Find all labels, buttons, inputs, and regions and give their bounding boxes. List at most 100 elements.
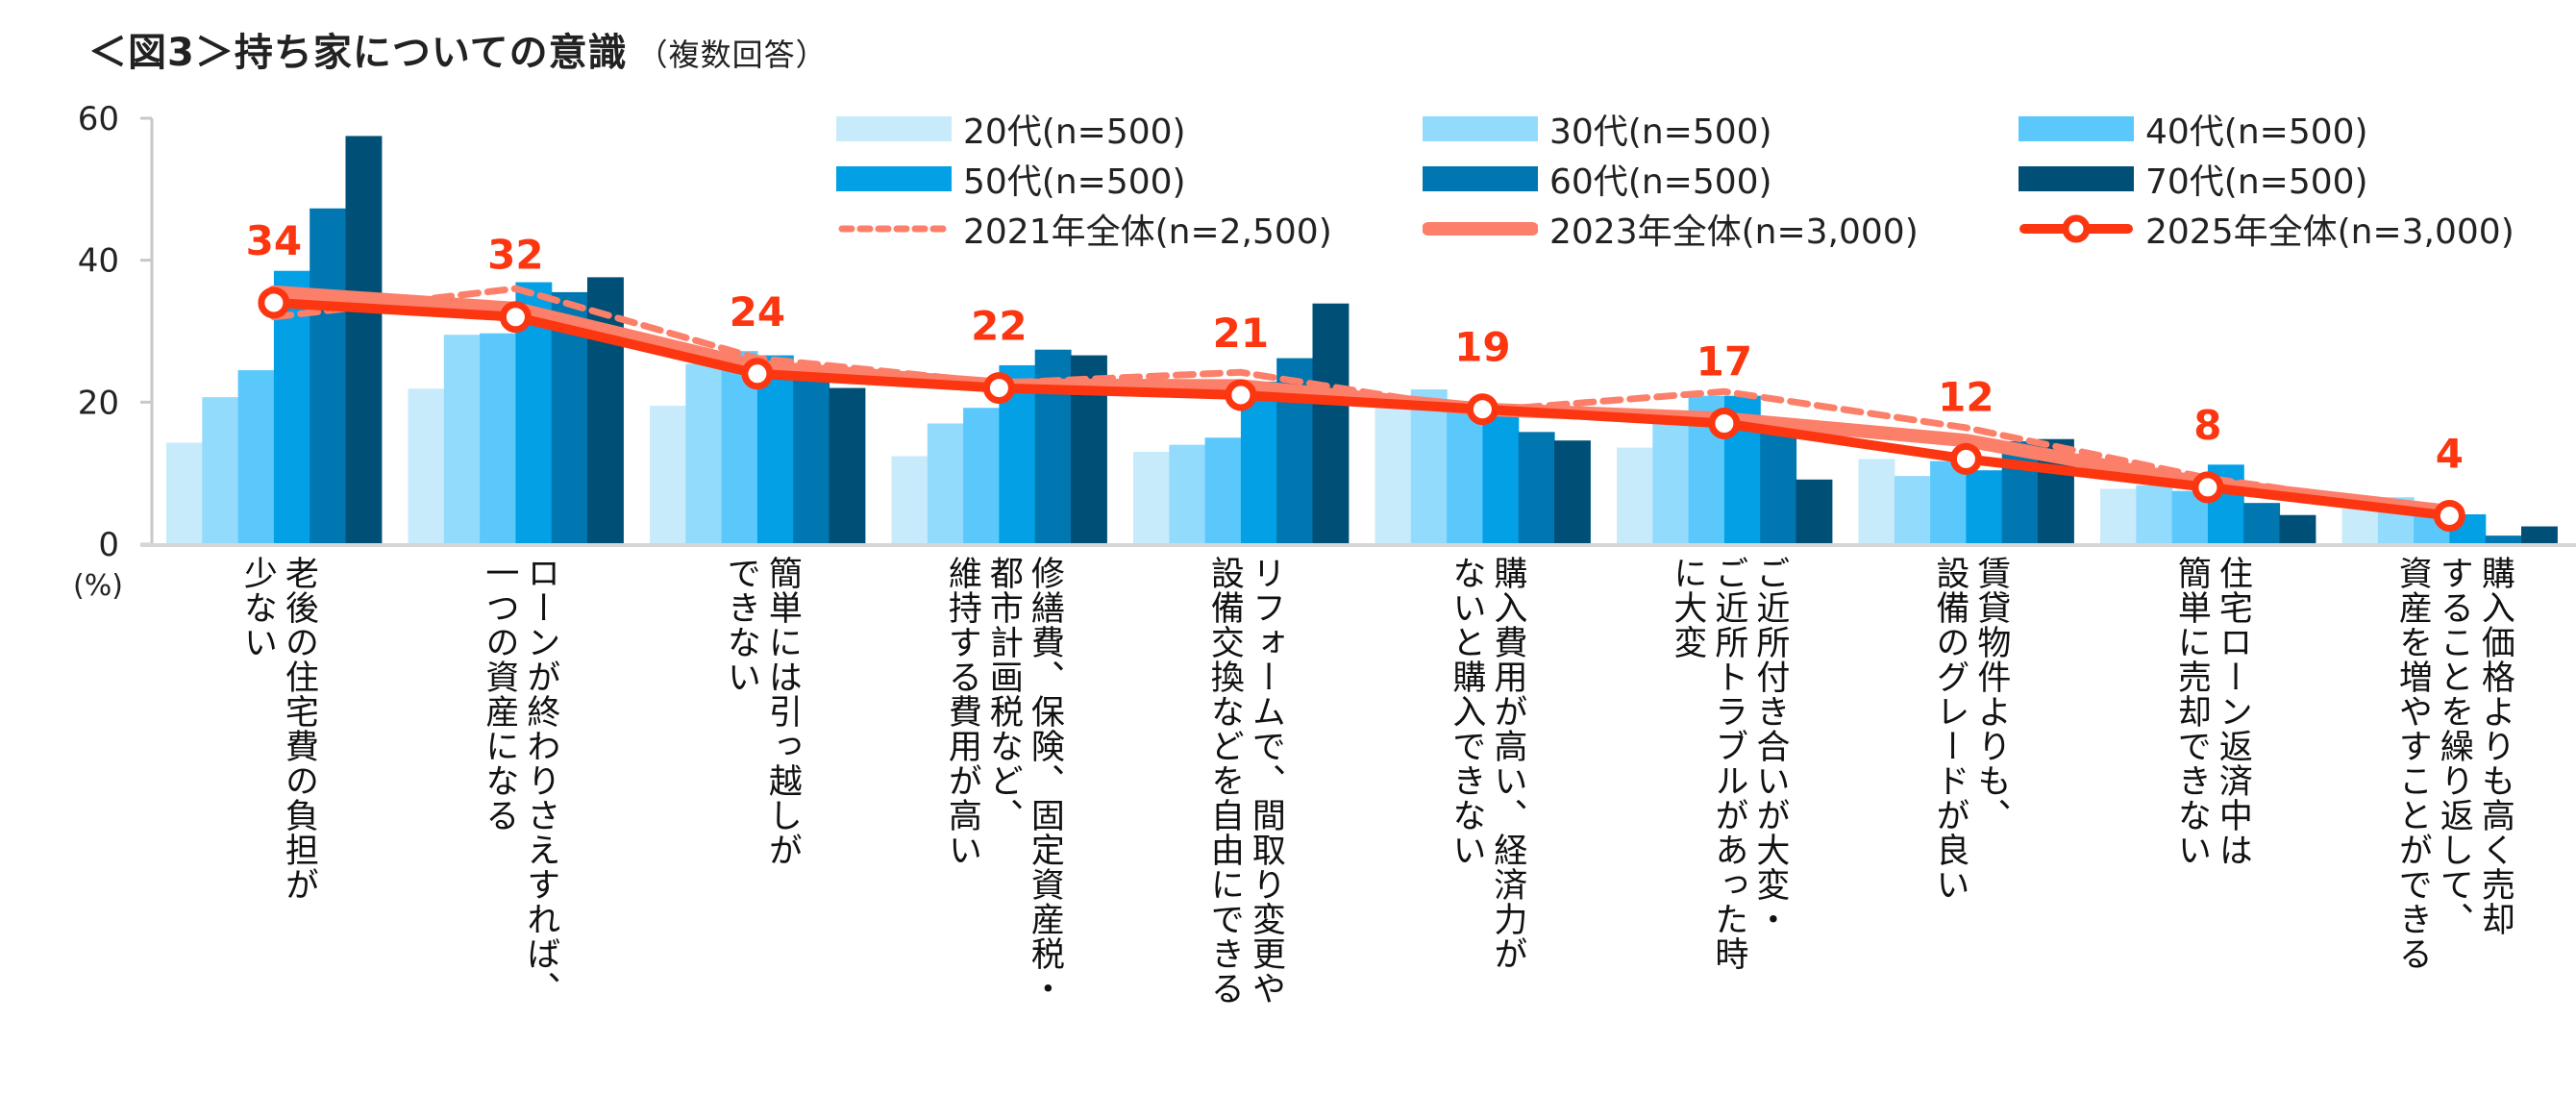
legend-label: 40代(n=500): [2145, 112, 2368, 152]
legend-item: 2025年全体(n=3,000): [2019, 204, 2514, 254]
bar-30s-cat5: [1169, 444, 1206, 544]
chart-title-main: ＜図3＞持ち家についての意識: [88, 31, 628, 75]
bar-30s-cat8: [1894, 476, 1931, 544]
legend-item: 2023年全体(n=3,000): [1423, 204, 1919, 254]
y-tick-label: 0: [98, 526, 119, 564]
data-label-2025: 24: [730, 288, 785, 336]
x-tick-label: 賃貸物件よりも、 設備のグレードが良い: [1930, 556, 2011, 902]
x-tick-label: ご近所付き合いが大変・ ご近所トラブルがあった時 に大変: [1668, 556, 1790, 971]
legend-label: 60代(n=500): [1549, 162, 1772, 202]
bar-70s-cat6: [1554, 440, 1591, 544]
bar-20s-cat8: [1858, 459, 1895, 544]
legend-line-symbol: [2019, 214, 2133, 243]
legend-label: 2025年全体(n=3,000): [2145, 212, 2514, 252]
data-label-2025: 34: [246, 217, 302, 264]
legend-item: 40代(n=500): [2019, 104, 2368, 154]
bar-60s-cat1: [310, 208, 347, 545]
data-label-2025: 21: [1213, 310, 1269, 357]
marker-2025-cat5: [1225, 379, 1257, 411]
bar-60s-cat10: [2485, 535, 2522, 544]
bar-60s-cat6: [1518, 432, 1555, 544]
line-2025: [273, 298, 2450, 521]
bar-30s-cat4: [927, 423, 964, 544]
line-2021: [270, 285, 2453, 516]
data-label-2025: 17: [1697, 337, 1752, 385]
marker-2025-cat8: [1949, 442, 1982, 475]
bar-30s-cat1: [202, 397, 239, 544]
legend-swatch: [1423, 116, 1538, 141]
bar-70s-cat3: [829, 387, 866, 544]
bar-40s-cat8: [1930, 460, 1967, 544]
bar-70s-cat1: [345, 136, 383, 545]
legend-label: 30代(n=500): [1549, 112, 1772, 152]
data-label-2025: 8: [2193, 402, 2221, 449]
marker-2025-cat3: [741, 358, 774, 390]
chart-title-sub: （複数回答）: [636, 37, 828, 73]
bar-20s-cat10: [2341, 509, 2379, 544]
bar-20s-cat9: [2100, 488, 2137, 544]
legend-label: 2021年全体(n=2,500): [963, 212, 1332, 252]
bar-20s-cat2: [408, 388, 445, 544]
marker-2025-cat4: [982, 372, 1015, 405]
bar-60s-cat9: [2243, 503, 2281, 544]
bar-30s-cat2: [443, 335, 481, 544]
marker-2025-cat9: [2192, 471, 2224, 504]
marker-2025-cat10: [2433, 499, 2465, 532]
marker-2025-cat1: [258, 286, 290, 319]
bar-20s-cat3: [650, 406, 686, 544]
bar-40s-cat6: [1447, 406, 1483, 544]
legend-label: 20代(n=500): [963, 112, 1186, 152]
bar-70s-cat5: [1312, 303, 1350, 544]
legend-swatch: [836, 166, 952, 191]
marker-2025-cat6: [1466, 393, 1499, 426]
data-label-2025: 22: [971, 303, 1027, 350]
data-label-2025: 4: [2436, 430, 2464, 477]
legend-label: 50代(n=500): [963, 162, 1186, 202]
bar-20s-cat6: [1375, 396, 1412, 544]
bar-20s-cat4: [891, 456, 929, 544]
x-tick-label: リフォームで、間取り変更や 設備交換などを自由にできる: [1204, 556, 1285, 1006]
data-label-2025: 32: [487, 232, 543, 279]
data-label-2025: 19: [1454, 324, 1510, 371]
bar-70s-cat10: [2521, 526, 2558, 544]
y-tick-label: 60: [78, 100, 119, 138]
chart-title: ＜図3＞持ち家についての意識 （複数回答）: [88, 21, 828, 77]
x-tick-label: 購入費用が高い、経済力が ないと購入できない: [1447, 556, 1527, 971]
bar-50s-cat8: [1966, 470, 2003, 544]
marker-2025-cat2: [499, 301, 532, 334]
y-tick-label: 20: [78, 384, 119, 422]
legend-item: 50代(n=500): [836, 154, 1186, 204]
bar-40s-cat4: [963, 408, 1000, 544]
bar-70s-cat7: [1796, 479, 1833, 544]
bar-40s-cat5: [1204, 437, 1242, 544]
legend-swatch: [1423, 166, 1538, 191]
data-label-2025: 12: [1938, 373, 1994, 420]
bar-60s-cat3: [793, 373, 830, 544]
bar-30s-cat6: [1410, 389, 1448, 544]
legend-label: 2023年全体(n=3,000): [1549, 212, 1919, 252]
x-tick-label: 購入価格よりも高く売却 することを繰り返して、 資産を増やすことができる: [2392, 556, 2514, 971]
legend-item: 30代(n=500): [1423, 104, 1772, 154]
legend-item: 60代(n=500): [1423, 154, 1772, 204]
legend-line-symbol: [1423, 222, 1538, 236]
legend-swatch: [2019, 116, 2134, 141]
bar-20s-cat5: [1133, 452, 1170, 544]
bar-60s-cat7: [1760, 427, 1797, 544]
legend-item: 70代(n=500): [2019, 154, 2368, 204]
x-tick-label: ローンが終わりさえすれば、 一つの資産になる: [480, 556, 560, 1006]
bar-50s-cat6: [1482, 412, 1520, 544]
bar-30s-cat3: [685, 363, 723, 544]
x-tick-label: 老後の住宅費の負担が 少ない: [237, 556, 318, 902]
bar-40s-cat2: [480, 333, 516, 544]
bar-30s-cat9: [2136, 485, 2173, 544]
x-tick-label: 住宅ローン返済中は 簡単に売却できない: [2171, 556, 2252, 867]
legend-item: 20代(n=500): [836, 104, 1186, 154]
y-axis-unit-label: (%): [73, 569, 123, 603]
x-tick-label: 簡単には引っ越しが できない: [721, 556, 802, 867]
bar-30s-cat7: [1652, 419, 1690, 544]
bar-20s-cat1: [166, 442, 203, 544]
x-tick-label: 修繕費、保険、固定資産税・ 都市計画税など、 維持する費用が高い: [942, 556, 1064, 1006]
bar-40s-cat1: [237, 370, 275, 544]
legend-swatch: [2019, 166, 2134, 191]
